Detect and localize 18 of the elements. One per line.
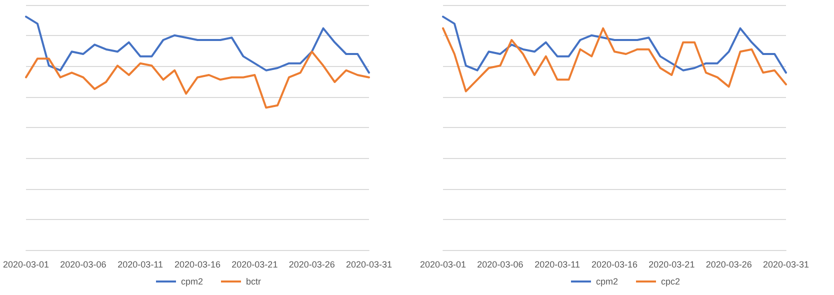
x-tick-label: 2020-03-26: [288, 260, 335, 270]
x-tick-label: 2020-03-01: [2, 260, 50, 270]
legend-label: cpm2: [180, 276, 204, 286]
x-tick-label: 2020-03-16: [591, 260, 638, 270]
legend-label: bctr: [246, 276, 262, 286]
x-tick-label: 2020-03-11: [534, 260, 580, 270]
x-tick-label: 2020-03-31: [762, 260, 810, 270]
x-tick-label: 2020-03-21: [232, 260, 278, 270]
x-tick-label: 2020-03-16: [174, 260, 221, 270]
x-tick-label: 2020-03-06: [60, 260, 106, 270]
x-tick-label: 2020-03-31: [346, 260, 392, 270]
x-tick-label: 2020-03-11: [118, 260, 164, 270]
x-tick-label: 2020-03-26: [706, 260, 752, 270]
legend-label: cpc2: [661, 276, 680, 286]
x-tick-label: 2020-03-21: [648, 260, 695, 270]
x-tick-label: 2020-03-01: [420, 260, 466, 270]
legend-label: cpm2: [596, 276, 618, 286]
x-tick-label: 2020-03-06: [477, 260, 524, 270]
